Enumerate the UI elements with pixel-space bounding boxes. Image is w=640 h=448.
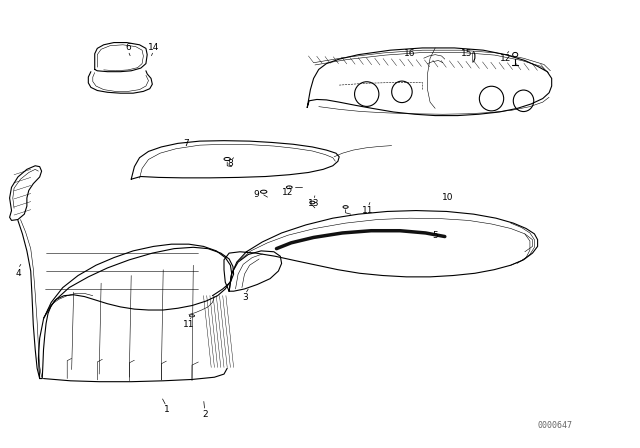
Text: 14: 14 (148, 43, 159, 52)
Text: 8: 8 (228, 159, 233, 168)
Text: 1: 1 (164, 405, 169, 414)
Text: 15: 15 (461, 49, 473, 58)
Text: 12: 12 (500, 54, 511, 63)
Text: 3: 3 (243, 293, 248, 302)
Text: 10: 10 (442, 193, 454, 202)
Text: 0000647: 0000647 (538, 421, 573, 430)
Text: 12: 12 (282, 188, 294, 197)
Text: 4: 4 (15, 269, 20, 278)
Text: 16: 16 (404, 49, 415, 58)
Text: 9: 9 (253, 190, 259, 199)
Text: 13: 13 (308, 199, 319, 208)
Text: 5: 5 (433, 231, 438, 240)
Text: 2: 2 (202, 410, 207, 419)
Text: 6: 6 (125, 43, 131, 52)
Text: 11: 11 (362, 206, 374, 215)
Text: 11: 11 (183, 320, 195, 329)
Text: 7: 7 (183, 139, 188, 148)
